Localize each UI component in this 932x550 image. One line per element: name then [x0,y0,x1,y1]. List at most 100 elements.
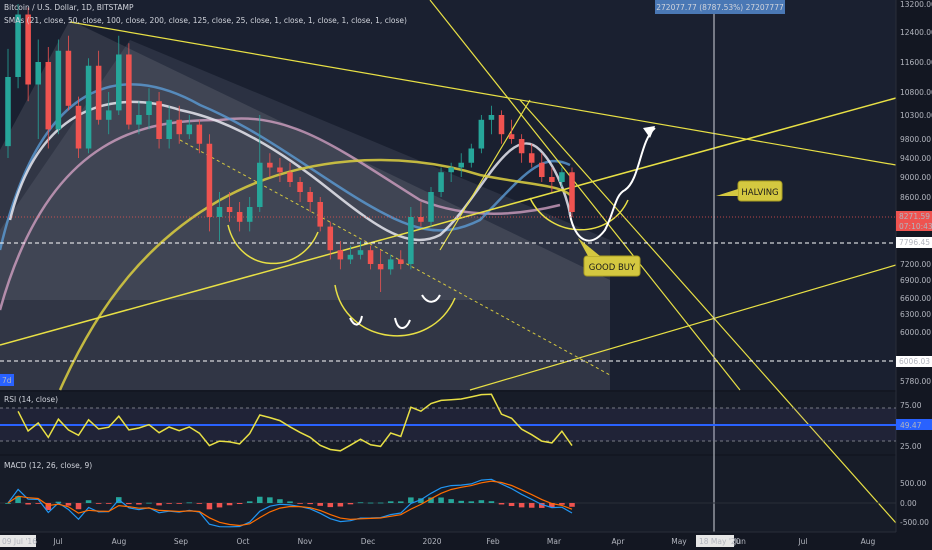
candle-body [226,207,233,212]
candle-body [549,177,555,182]
price-tick: 10300.00 [900,111,932,120]
rally-channel-line [439,99,531,251]
candle-body [438,172,444,192]
candle-body [488,115,495,120]
time-axis[interactable] [0,532,896,550]
time-tick: May [671,537,687,546]
candle-body [559,172,565,182]
candle-body [408,217,414,264]
candle-body [418,217,424,222]
price-tick: 6300.00 [900,310,931,319]
macd-hist-bar [216,503,223,508]
macd-hist-bar [498,503,505,505]
sma-125-line [58,158,571,391]
macd-hist-bar [478,500,485,503]
price-axis[interactable] [896,0,932,550]
bowl-arc-bottom [334,284,456,337]
symbol-header: Bitcoin / U.S. Dollar, 1D, BITSTAMP [4,3,134,12]
macd-hist-bar [287,501,293,503]
macd-hist-bar [35,503,41,504]
candle-body [478,119,485,149]
candle-body [528,153,535,163]
macd-hist-bar [307,503,313,505]
good-buy-callout[interactable]: GOOD BUY [578,238,641,277]
price-tick: 6900.00 [900,276,931,285]
bowl-arc-left [227,224,319,265]
macd-hist-bar [146,502,152,504]
time-cursor-badge [696,535,734,547]
halving-callout[interactable]: HALVING [716,180,783,202]
price-tick: 5780.00 [900,377,931,386]
candle-body [377,264,384,270]
macd-hist-bar [206,503,213,510]
good-buy-pointer [578,238,600,256]
candle-body [126,54,132,125]
last-price-value: 8271.59 [899,212,930,221]
level-upper-value: 7796.45 [899,238,930,247]
macd-indicator[interactable]: MACD (12, 26, close, 9) 500.00 0.00 -500… [0,461,929,528]
macd-hist-bar [549,503,555,508]
price-tick: 7200.00 [900,260,931,269]
candle-body [428,192,434,222]
lower-ascending-line [469,264,897,391]
candle-body [236,212,243,222]
macd-hist-bar [398,501,404,503]
candle-body [216,207,223,217]
macd-hist-bar [337,503,344,507]
candle-body [398,259,404,264]
macd-hist-bar [226,503,233,506]
macd-histogram [5,496,575,511]
macd-hist-bar [347,503,354,505]
macd-hist-bar [357,502,364,504]
macd-hist-bar [559,503,565,505]
macd-hist-bar [257,496,263,503]
time-tick: Aug [112,537,127,546]
macd-hist-bar [438,497,444,503]
measure-label-box [655,0,785,14]
time-tick: Oct [237,537,250,546]
level-lower-value: 6006.03 [899,357,930,366]
price-tick: 10800.00 [900,88,932,97]
time-tick: Jul [52,537,62,546]
price-tick: 6600.00 [900,294,931,303]
candle-body [508,134,515,139]
candle-body [186,124,193,135]
candle-body [307,192,313,202]
time-start-badge [0,535,36,547]
rsi-tick-upper: 75.00 [900,401,922,410]
halving-label: HALVING [741,188,778,198]
time-tick: Apr [612,537,626,546]
time-tick: Aug [861,537,876,546]
candle-body [25,14,31,85]
macd-hist-bar [448,499,454,503]
time-tick: Jun [733,537,746,546]
candle-body [327,226,334,251]
candle-body [539,162,545,177]
candles-group [5,4,575,292]
price-tick: 9400.00 [900,154,931,163]
candle-body [569,172,575,212]
rsi-label: RSI (14, close) [4,395,58,404]
time-tick: Sep [174,537,188,546]
price-tick: 9000.00 [900,173,931,182]
rsi-indicator[interactable]: RSI (14, close) 75.00 25.00 49.47 [0,393,932,452]
candle-body [35,62,41,85]
candle-body [196,124,203,144]
candle-body [458,162,464,168]
candle-body [206,143,213,217]
time-tick: 2020 [422,537,441,546]
macd-hist-bar [75,503,82,510]
candle-body [277,167,283,173]
macd-hist-bar [458,500,464,503]
candle-body [287,172,293,182]
candle-body [146,101,152,115]
time-ticks: Jul Aug Sep Oct Nov Dec 2020 Feb Mar Apr May Jun Jul… [52,537,875,546]
macd-hist-bar [246,501,253,503]
bowl-arc-right [529,197,629,231]
candle-body [257,162,263,207]
candle-body [518,139,525,154]
candle-body [5,77,11,147]
rsi-line [17,393,573,452]
candle-body [105,110,112,120]
